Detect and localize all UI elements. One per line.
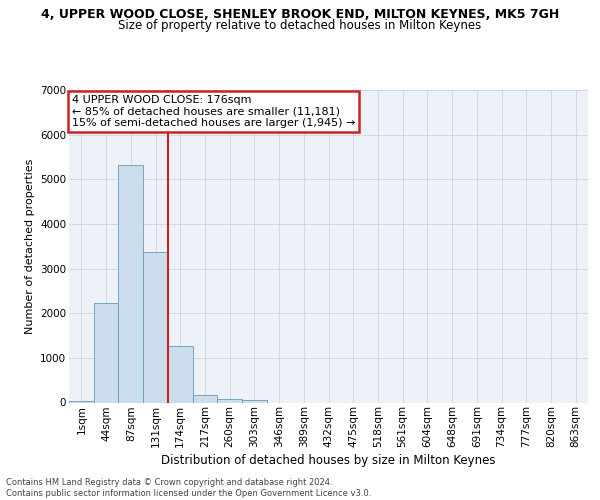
Text: 4, UPPER WOOD CLOSE, SHENLEY BROOK END, MILTON KEYNES, MK5 7GH: 4, UPPER WOOD CLOSE, SHENLEY BROOK END, …	[41, 8, 559, 20]
Text: Size of property relative to detached houses in Milton Keynes: Size of property relative to detached ho…	[118, 18, 482, 32]
Bar	[242, 400, 267, 402]
Text: Contains HM Land Registry data © Crown copyright and database right 2024.
Contai: Contains HM Land Registry data © Crown c…	[6, 478, 371, 498]
Text: 4 UPPER WOOD CLOSE: 176sqm
← 85% of detached houses are smaller (11,181)
15% of : 4 UPPER WOOD CLOSE: 176sqm ← 85% of deta…	[71, 94, 355, 128]
Bar	[217, 398, 242, 402]
Y-axis label: Number of detached properties: Number of detached properties	[25, 158, 35, 334]
Bar	[193, 395, 217, 402]
Bar	[143, 252, 168, 402]
Bar	[168, 346, 193, 403]
Bar	[118, 166, 143, 402]
Bar	[94, 302, 118, 402]
Bar	[69, 401, 94, 402]
X-axis label: Distribution of detached houses by size in Milton Keynes: Distribution of detached houses by size …	[161, 454, 496, 468]
